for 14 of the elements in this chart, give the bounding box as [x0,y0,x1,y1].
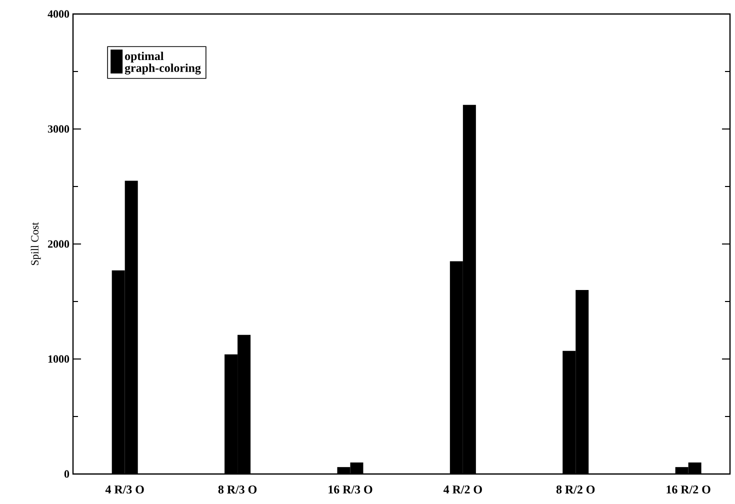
y-tick-label: 4000 [48,10,70,18]
legend-label: optimal [125,52,164,63]
x-tick-label: 4 R/2 O [443,486,482,494]
legend-label: graph-coloring [124,64,201,75]
y-tick-label: 0 [64,470,70,478]
y-tick-label: 2000 [48,240,70,248]
y-tick-label: 1000 [48,355,70,363]
x-tick-label: 4 R/3 O [105,486,144,494]
y-axis-title: Spill Cost [30,222,41,266]
y-tick-label: 3000 [48,125,70,133]
x-tick-label: 16 R/2 O [666,486,710,494]
x-tick-label: 8 R/3 O [218,486,257,494]
x-tick-label: 16 R/3 O [328,486,372,494]
x-tick-label: 8 R/2 O [556,486,595,494]
